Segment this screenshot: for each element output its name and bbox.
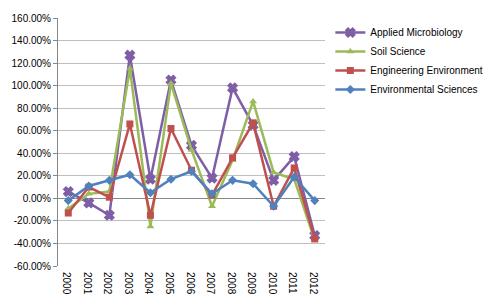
svg-text:2010: 2010: [267, 272, 278, 295]
svg-text:40.00%: 40.00%: [17, 148, 51, 159]
svg-text:120.00%: 120.00%: [12, 58, 52, 69]
svg-text:Applied Microbiology: Applied Microbiology: [370, 27, 462, 38]
svg-text:100.00%: 100.00%: [12, 80, 52, 91]
svg-text:-20.00%: -20.00%: [14, 215, 51, 226]
svg-text:2006: 2006: [185, 272, 196, 295]
svg-text:2008: 2008: [226, 272, 237, 295]
svg-text:2003: 2003: [123, 272, 134, 295]
svg-text:-60.00%: -60.00%: [14, 261, 51, 272]
svg-text:160.00%: 160.00%: [12, 13, 52, 24]
svg-text:Soil Science: Soil Science: [370, 46, 425, 57]
svg-text:2002: 2002: [102, 272, 113, 295]
svg-text:2011: 2011: [287, 272, 298, 294]
svg-text:2009: 2009: [246, 272, 257, 295]
svg-text:60.00%: 60.00%: [17, 125, 51, 136]
svg-text:20.00%: 20.00%: [17, 170, 51, 181]
svg-text:2012: 2012: [308, 272, 319, 295]
svg-text:80.00%: 80.00%: [17, 103, 51, 114]
svg-text:Environmental Sciences: Environmental Sciences: [370, 84, 477, 95]
svg-text:2001: 2001: [82, 272, 93, 295]
svg-text:2007: 2007: [205, 272, 216, 295]
svg-text:Engineering Environment: Engineering Environment: [370, 65, 483, 76]
svg-text:140.00%: 140.00%: [12, 35, 52, 46]
svg-text:-40.00%: -40.00%: [14, 238, 51, 249]
svg-text:2004: 2004: [143, 272, 154, 295]
svg-text:0.00%: 0.00%: [23, 193, 51, 204]
svg-text:2005: 2005: [164, 272, 175, 295]
svg-text:2000: 2000: [61, 272, 72, 295]
